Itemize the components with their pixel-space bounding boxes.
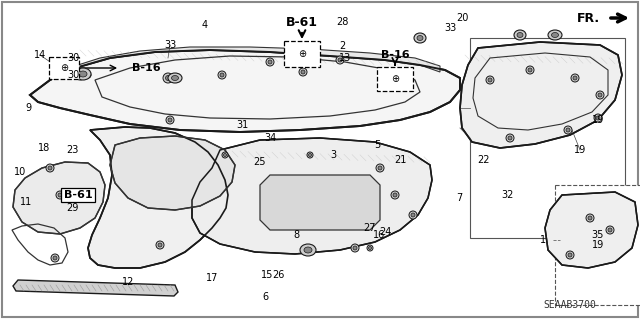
- Text: 9: 9: [25, 103, 31, 113]
- Circle shape: [586, 214, 594, 222]
- Circle shape: [56, 191, 64, 199]
- Circle shape: [571, 74, 579, 82]
- Text: 32: 32: [502, 190, 514, 200]
- Polygon shape: [30, 50, 460, 132]
- FancyBboxPatch shape: [470, 38, 625, 238]
- Text: 33: 33: [164, 40, 176, 50]
- Circle shape: [166, 76, 170, 80]
- Text: ⊕: ⊕: [60, 63, 68, 73]
- Ellipse shape: [172, 76, 179, 80]
- Circle shape: [222, 152, 228, 158]
- Text: 31: 31: [236, 120, 248, 130]
- Ellipse shape: [304, 247, 312, 253]
- Ellipse shape: [75, 68, 91, 80]
- Circle shape: [596, 91, 604, 99]
- Circle shape: [486, 76, 494, 84]
- Text: 26: 26: [272, 270, 284, 280]
- FancyBboxPatch shape: [377, 67, 413, 91]
- Polygon shape: [260, 175, 380, 230]
- Text: 2: 2: [339, 41, 345, 51]
- Circle shape: [308, 153, 312, 157]
- Text: B-16: B-16: [132, 63, 161, 73]
- Circle shape: [218, 71, 226, 79]
- Circle shape: [353, 246, 357, 250]
- Text: 1: 1: [540, 235, 546, 245]
- Circle shape: [168, 118, 172, 122]
- Ellipse shape: [514, 30, 526, 40]
- Ellipse shape: [417, 35, 423, 41]
- Circle shape: [86, 73, 90, 77]
- Polygon shape: [545, 192, 638, 268]
- Circle shape: [606, 226, 614, 234]
- Text: 19: 19: [592, 240, 604, 250]
- Polygon shape: [110, 136, 235, 210]
- Text: 3: 3: [330, 150, 336, 160]
- Circle shape: [266, 58, 274, 66]
- Polygon shape: [13, 162, 105, 234]
- Circle shape: [299, 68, 307, 76]
- Circle shape: [268, 60, 272, 64]
- Text: 27: 27: [363, 223, 375, 233]
- Circle shape: [409, 211, 417, 219]
- Circle shape: [223, 153, 227, 157]
- Circle shape: [163, 73, 173, 83]
- Text: 23: 23: [66, 145, 78, 155]
- Circle shape: [508, 136, 512, 140]
- Text: 10: 10: [14, 167, 26, 177]
- Circle shape: [338, 58, 342, 62]
- Circle shape: [526, 66, 534, 74]
- Polygon shape: [460, 42, 622, 148]
- Ellipse shape: [552, 33, 559, 38]
- Text: B-61: B-61: [286, 16, 318, 28]
- Circle shape: [158, 243, 162, 247]
- Text: 28: 28: [336, 17, 348, 27]
- Text: 19: 19: [592, 115, 604, 125]
- Text: ⊕: ⊕: [298, 49, 306, 59]
- Polygon shape: [192, 138, 432, 254]
- Polygon shape: [75, 47, 440, 72]
- Circle shape: [369, 247, 371, 249]
- Circle shape: [51, 254, 59, 262]
- FancyBboxPatch shape: [555, 185, 640, 305]
- Circle shape: [568, 253, 572, 257]
- Ellipse shape: [548, 30, 562, 40]
- Circle shape: [506, 134, 514, 142]
- Text: 24: 24: [379, 227, 391, 237]
- Circle shape: [378, 166, 382, 170]
- Text: 18: 18: [38, 143, 50, 153]
- FancyBboxPatch shape: [284, 41, 320, 67]
- Text: SEAAB3700: SEAAB3700: [543, 300, 596, 310]
- Text: 30: 30: [67, 70, 79, 80]
- Text: 7: 7: [456, 193, 462, 203]
- Text: ⊕: ⊕: [391, 74, 399, 84]
- Text: 4: 4: [202, 20, 208, 30]
- Text: 17: 17: [206, 273, 218, 283]
- Circle shape: [77, 72, 83, 78]
- Circle shape: [391, 191, 399, 199]
- Ellipse shape: [79, 71, 87, 77]
- Ellipse shape: [300, 244, 316, 256]
- Circle shape: [566, 251, 574, 259]
- Text: 13: 13: [339, 53, 351, 63]
- Circle shape: [488, 78, 492, 82]
- Ellipse shape: [517, 33, 523, 38]
- Text: 29: 29: [66, 203, 78, 213]
- Text: 5: 5: [374, 140, 380, 150]
- Circle shape: [376, 164, 384, 172]
- Circle shape: [598, 93, 602, 97]
- Text: B-16: B-16: [381, 50, 410, 60]
- Circle shape: [573, 76, 577, 80]
- Circle shape: [411, 213, 415, 217]
- Circle shape: [393, 76, 397, 80]
- Circle shape: [336, 56, 344, 64]
- Text: FR.: FR.: [577, 11, 600, 25]
- Circle shape: [351, 244, 359, 252]
- Ellipse shape: [168, 73, 182, 83]
- Text: B-61: B-61: [64, 190, 92, 200]
- Circle shape: [594, 114, 602, 122]
- Circle shape: [564, 126, 572, 134]
- Text: 21: 21: [394, 155, 406, 165]
- Circle shape: [596, 116, 600, 120]
- Text: 34: 34: [264, 133, 276, 143]
